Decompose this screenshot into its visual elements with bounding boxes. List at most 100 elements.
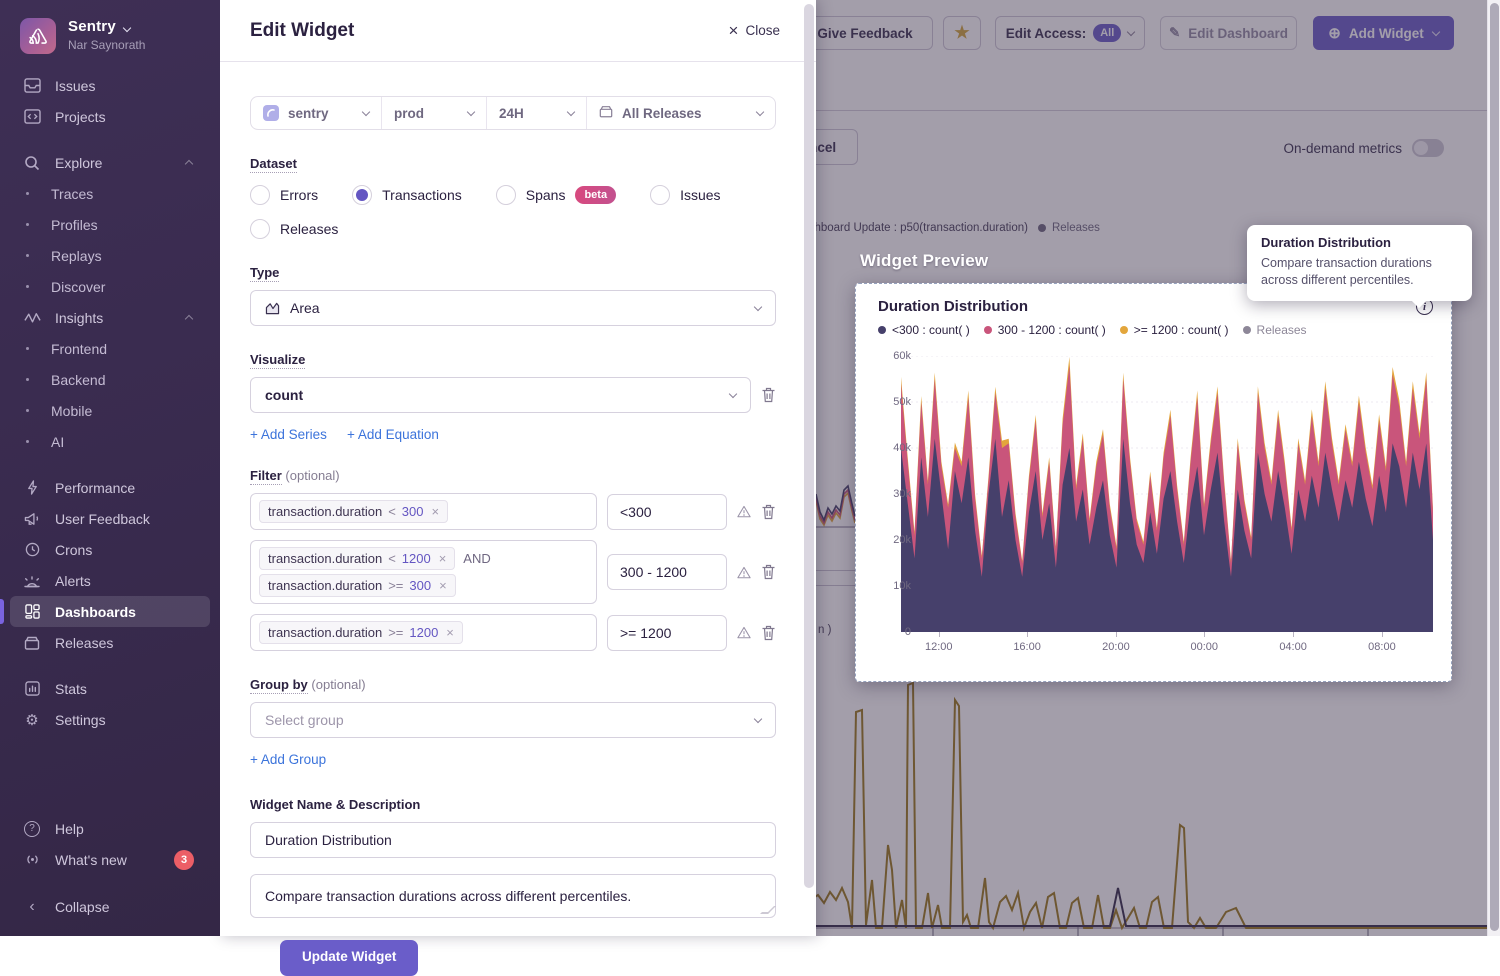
warning-icon [737, 626, 751, 639]
chevron-down-icon [753, 302, 763, 311]
panel-scrollbar[interactable] [804, 4, 814, 928]
search-icon [22, 155, 42, 171]
sidebar-item-settings[interactable]: ⚙ Settings [0, 704, 220, 735]
add-equation-link[interactable]: + Add Equation [346, 427, 439, 442]
dataset-section-label: Dataset [250, 156, 297, 173]
sidebar-collapse-button[interactable]: ‹ Collapse [0, 891, 220, 922]
sidebar-item-help[interactable]: ? Help [0, 813, 220, 844]
remove-tag-icon[interactable]: × [431, 504, 440, 519]
update-widget-button[interactable]: Update Widget [280, 940, 419, 976]
sidebar-item-user-feedback[interactable]: User Feedback [0, 503, 220, 534]
project-selector[interactable]: sentry [251, 97, 381, 129]
sidebar-item-alerts[interactable]: Alerts [0, 565, 220, 596]
sidebar-item-ai[interactable]: AI [0, 426, 220, 457]
resize-handle-icon[interactable] [760, 906, 776, 914]
legend-item[interactable]: >= 1200 : count( ) [1119, 323, 1229, 337]
type-dropdown[interactable]: Area [250, 290, 776, 326]
clock-icon [22, 542, 42, 557]
sidebar-item-projects[interactable]: Projects [0, 101, 220, 132]
warning-icon [737, 566, 751, 579]
dataset-option-errors[interactable]: Errors [250, 185, 318, 205]
chevron-down-icon [566, 107, 576, 116]
collapse-chevron-icon: ‹ [29, 897, 35, 915]
tooltip-title: Duration Distribution [1261, 235, 1391, 250]
time-period-selector[interactable]: 24H [486, 97, 586, 129]
trash-icon[interactable] [761, 564, 776, 580]
widget-name-input[interactable]: Duration Distribution [250, 822, 776, 858]
dataset-option-transactions[interactable]: Transactions [352, 185, 462, 205]
sidebar-item-label: Mobile [51, 402, 93, 419]
on-demand-toggle[interactable] [1412, 139, 1444, 157]
sentry-logo-icon [20, 18, 56, 54]
sidebar-item-backend[interactable]: Backend [0, 364, 220, 395]
sidebar-item-releases[interactable]: Releases [0, 627, 220, 658]
add-series-link[interactable]: + Add Series [250, 427, 327, 442]
trash-icon[interactable] [761, 625, 776, 641]
bullet-icon [26, 285, 29, 288]
favorite-star-button[interactable]: ★ [943, 16, 981, 50]
environment-selector[interactable]: prod [381, 97, 486, 129]
sidebar-item-stats[interactable]: Stats [0, 673, 220, 704]
legend-item[interactable]: <300 : count( ) [878, 323, 970, 337]
sidebar-item-dashboards[interactable]: Dashboards [0, 596, 220, 627]
add-widget-button[interactable]: ⊕ Add Widget [1313, 16, 1454, 50]
give-feedback-button[interactable]: Give Feedback [797, 16, 933, 50]
project-value: sentry [288, 105, 329, 121]
dataset-option-issues[interactable]: Issues [650, 185, 721, 205]
filter-tag[interactable]: transaction.duration >= 300 × [259, 574, 456, 597]
trash-icon[interactable] [761, 504, 776, 520]
remove-tag-icon[interactable]: × [439, 578, 447, 593]
trash-icon[interactable] [761, 387, 776, 403]
page-scrollbar-thumb[interactable] [1490, 3, 1499, 931]
filter-alias-input[interactable]: >= 1200 [607, 614, 727, 651]
sidebar-item-issues[interactable]: Issues [0, 70, 220, 101]
close-button[interactable]: × Close [729, 22, 780, 39]
sidebar-item-whats-new[interactable]: What's new 3 [0, 844, 220, 875]
bullet-icon [26, 378, 29, 381]
page-scrollbar[interactable] [1487, 0, 1500, 936]
sidebar-item-frontend[interactable]: Frontend [0, 333, 220, 364]
sidebar-item-traces[interactable]: Traces [0, 178, 220, 209]
bullet-icon [26, 254, 29, 257]
projects-icon [22, 109, 42, 124]
tooltip-body: Compare transaction durations across dif… [1261, 256, 1432, 287]
sidebar-item-insights[interactable]: Insights [0, 302, 220, 333]
edit-dashboard-button[interactable]: ✎ Edit Dashboard [1160, 16, 1297, 50]
sidebar-item-explore[interactable]: Explore [0, 147, 220, 178]
sidebar-item-performance[interactable]: Performance [0, 472, 220, 503]
sidebar-item-label: Explore [55, 154, 103, 171]
filter-tag[interactable]: transaction.duration >= 1200 × [259, 621, 463, 644]
filter-condition-input[interactable]: transaction.duration <1200 × AND transacti… [250, 540, 597, 604]
legend-item[interactable]: 300 - 1200 : count( ) [983, 323, 1106, 337]
chevron-up-icon [184, 314, 194, 324]
remove-tag-icon[interactable]: × [438, 551, 447, 566]
dataset-option-releases[interactable]: Releases [250, 219, 338, 239]
filter-alias-input[interactable]: <300 [607, 493, 727, 530]
remove-tag-icon[interactable]: × [446, 625, 454, 640]
chevron-down-icon [728, 389, 738, 398]
filter-tag[interactable]: transaction.duration <1200 × [259, 547, 456, 570]
widget-description-input[interactable]: Compare transaction durations across dif… [250, 874, 776, 918]
filter-alias-input[interactable]: 300 - 1200 [607, 554, 727, 590]
legend-item[interactable]: Releases [1242, 323, 1307, 337]
sidebar-item-replays[interactable]: Replays [0, 240, 220, 271]
group-by-dropdown[interactable]: Select group [250, 702, 776, 738]
sidebar-item-label: Dashboards [55, 603, 136, 620]
add-group-link[interactable]: + Add Group [250, 752, 327, 767]
releases-selector[interactable]: All Releases [586, 97, 775, 129]
dataset-option-spans[interactable]: Spans beta [495, 185, 617, 205]
sidebar-item-discover[interactable]: Discover [0, 271, 220, 302]
visualize-dropdown[interactable]: count [250, 377, 751, 413]
filter-tag[interactable]: transaction.duration <300 × [259, 500, 449, 523]
period-value: 24H [499, 105, 524, 121]
filter-condition-input[interactable]: transaction.duration <300 × [250, 493, 597, 530]
panel-scrollbar-thumb[interactable] [804, 4, 814, 888]
sidebar-item-profiles[interactable]: Profiles [0, 209, 220, 240]
sidebar-item-crons[interactable]: Crons [0, 534, 220, 565]
widget-preview-card[interactable]: Duration Distribution i <300 : count( ) 3… [855, 283, 1452, 682]
edit-access-button[interactable]: Edit Access: All [995, 16, 1145, 50]
sidebar-item-mobile[interactable]: Mobile [0, 395, 220, 426]
filter-condition-input[interactable]: transaction.duration >= 1200 × [250, 614, 597, 651]
legend-dot-icon [983, 326, 992, 334]
org-switcher[interactable]: Sentry Nar Saynorath [0, 0, 220, 54]
